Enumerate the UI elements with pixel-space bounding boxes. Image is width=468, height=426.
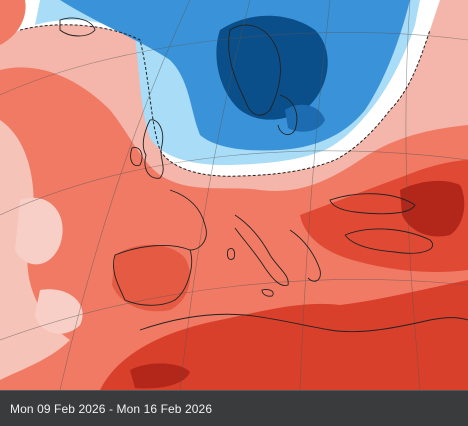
- anomaly-warm-extreme: [400, 180, 465, 237]
- anomaly-warm-extreme-africa: [130, 363, 190, 389]
- anomaly-cold-strong: [216, 15, 328, 120]
- anomaly-cold-strong-2: [285, 104, 325, 132]
- zero-contour: [19, 24, 431, 177]
- temperature-anomaly-map[interactable]: [0, 0, 468, 390]
- anomaly-warm-strong: [100, 280, 468, 390]
- date-range-label: Mon 09 Feb 2026 - Mon 16 Feb 2026: [10, 402, 213, 416]
- caption-bar: Mon 09 Feb 2026 - Mon 16 Feb 2026: [0, 390, 468, 426]
- anomaly-warm-light-atlantic: [0, 120, 70, 380]
- graticule-lines: [0, 0, 468, 390]
- anomaly-warm-light-patch2: [35, 289, 83, 334]
- anomaly-warm-light-patch: [15, 197, 63, 265]
- anomaly-warm-topleft: [0, 0, 26, 45]
- map-canvas: [0, 0, 468, 390]
- coastlines: [59, 17, 468, 333]
- anomaly-warm-strong-iberia: [112, 244, 190, 312]
